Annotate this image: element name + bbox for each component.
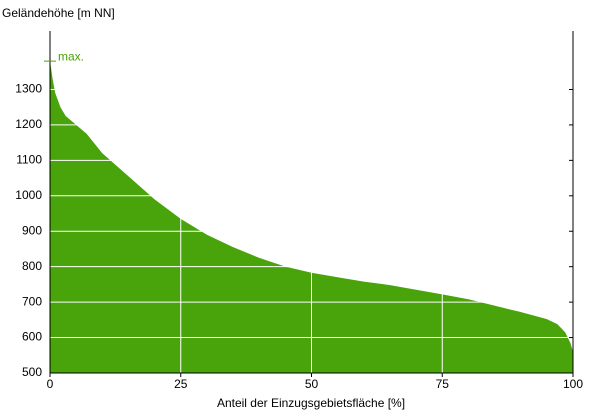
y-tick-label: 1300 [15, 82, 42, 96]
y-axis-label: Geländehöhe [m NN] [2, 6, 115, 20]
y-tick-label: 1100 [16, 153, 42, 167]
y-tick-label: 1200 [15, 117, 42, 131]
y-tick-label: 500 [22, 365, 42, 379]
y-tick-label: 1000 [15, 188, 42, 202]
x-tick-label: 75 [436, 377, 450, 391]
y-tick-label: 800 [22, 259, 42, 273]
x-tick-label: 0 [47, 377, 54, 391]
y-tick-label: 600 [22, 330, 42, 344]
annotation: max. [58, 49, 84, 63]
y-tick-label: 900 [22, 223, 42, 237]
x-tick-label: 25 [174, 377, 188, 391]
x-tick-label: 50 [305, 377, 319, 391]
x-axis-label: Anteil der Einzugsgebietsfläche [%] [217, 396, 405, 410]
y-tick-label: 700 [22, 294, 42, 308]
x-tick-label: 100 [563, 377, 583, 391]
